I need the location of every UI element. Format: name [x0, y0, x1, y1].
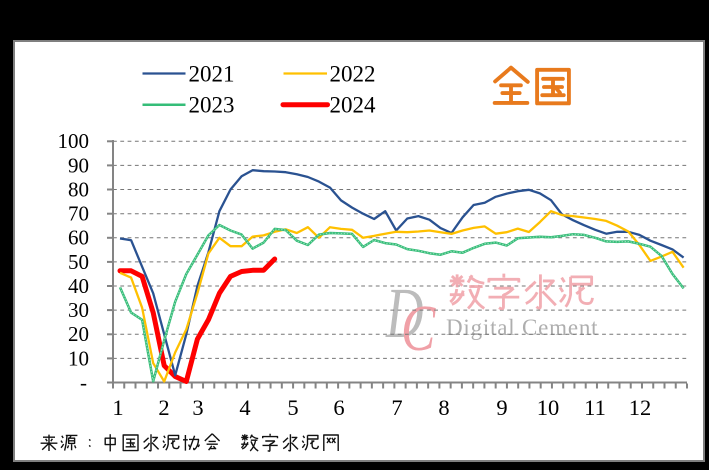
svg-text:5: 5	[287, 395, 298, 420]
svg-text:90: 90	[68, 153, 89, 177]
svg-text:50: 50	[68, 250, 89, 274]
svg-text:2021: 2021	[189, 61, 235, 86]
svg-text:80: 80	[68, 177, 89, 201]
svg-text:60: 60	[68, 226, 89, 250]
svg-text:30: 30	[68, 298, 89, 322]
svg-text:4: 4	[239, 395, 250, 420]
svg-text:2022: 2022	[330, 61, 376, 86]
svg-text:1: 1	[112, 395, 123, 420]
svg-text:11: 11	[584, 395, 606, 420]
svg-text:100: 100	[58, 129, 90, 153]
svg-text:8: 8	[438, 395, 449, 420]
svg-text:10: 10	[68, 346, 89, 370]
svg-text:40: 40	[68, 274, 89, 298]
svg-text:6: 6	[333, 395, 344, 420]
svg-text:-: -	[80, 370, 87, 394]
svg-text:12: 12	[629, 395, 652, 420]
svg-text:3: 3	[192, 395, 203, 420]
svg-text:7: 7	[391, 395, 402, 420]
svg-text:2023: 2023	[189, 92, 235, 117]
svg-text:20: 20	[68, 322, 89, 346]
svg-text:9: 9	[496, 395, 507, 420]
svg-text:70: 70	[68, 202, 89, 226]
svg-text:2: 2	[158, 395, 169, 420]
svg-text:10: 10	[537, 395, 560, 420]
svg-text:2024: 2024	[330, 92, 377, 117]
